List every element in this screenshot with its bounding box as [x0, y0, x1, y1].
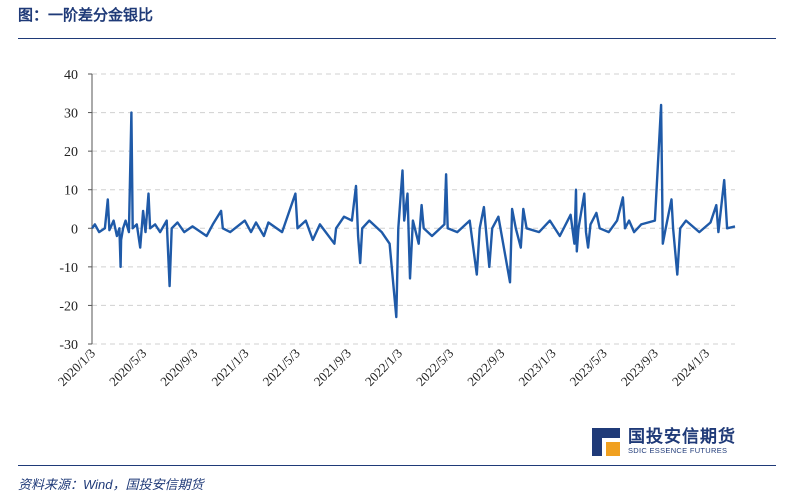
title-divider: [18, 38, 776, 39]
x-tick-label: 2023/9/3: [618, 346, 661, 389]
source-note: 资料来源：Wind，国投安信期货: [18, 477, 204, 492]
x-tick-label: 2022/1/3: [362, 346, 405, 389]
x-tick-label: 2023/1/3: [515, 346, 558, 389]
x-tick-label: 2021/5/3: [260, 346, 303, 389]
company-logo: 国投安信期货 SDIC ESSENCE FUTURES: [588, 420, 768, 462]
logo-cn-text: 国投安信期货: [628, 427, 736, 446]
x-tick-label: 2023/5/3: [567, 346, 610, 389]
x-tick-label: 2021/9/3: [311, 346, 354, 389]
x-tick-label: 2022/9/3: [464, 346, 507, 389]
x-tick-label: 2024/1/3: [669, 346, 712, 389]
x-tick-label: 2020/9/3: [157, 346, 200, 389]
logo-mark-icon: [592, 428, 620, 456]
logo-en-text: SDIC ESSENCE FUTURES: [628, 446, 728, 455]
first-difference-chart: -30 -20 -10 0 10 20 30 40 2020/1/3 2020/5/3 2020/…: [55, 68, 736, 389]
y-tick-label: 40: [64, 68, 78, 83]
y-tick-label: 20: [64, 145, 78, 160]
y-tick-label: 0: [71, 222, 78, 237]
y-tick-label: -30: [59, 338, 78, 353]
x-tick-label: 2022/5/3: [413, 346, 456, 389]
y-tick-label: 10: [64, 184, 78, 199]
x-axis-ticks: 2020/1/3 2020/5/3 2020/9/3 2021/1/3 2021/5/3…: [55, 346, 712, 389]
y-gridlines: [92, 73, 735, 345]
y-tick-label: -20: [59, 299, 78, 314]
x-tick-label: 2020/5/3: [106, 346, 149, 389]
series-line: [91, 103, 736, 319]
y-tick-label: 30: [64, 107, 78, 122]
footer-divider: [18, 465, 776, 466]
x-tick-label: 2021/1/3: [208, 346, 251, 389]
y-tick-label: -10: [59, 261, 78, 276]
y-axis-ticks: -30 -20 -10 0 10 20 30 40: [59, 68, 92, 353]
chart-title: 图：一阶差分金银比: [18, 7, 154, 24]
